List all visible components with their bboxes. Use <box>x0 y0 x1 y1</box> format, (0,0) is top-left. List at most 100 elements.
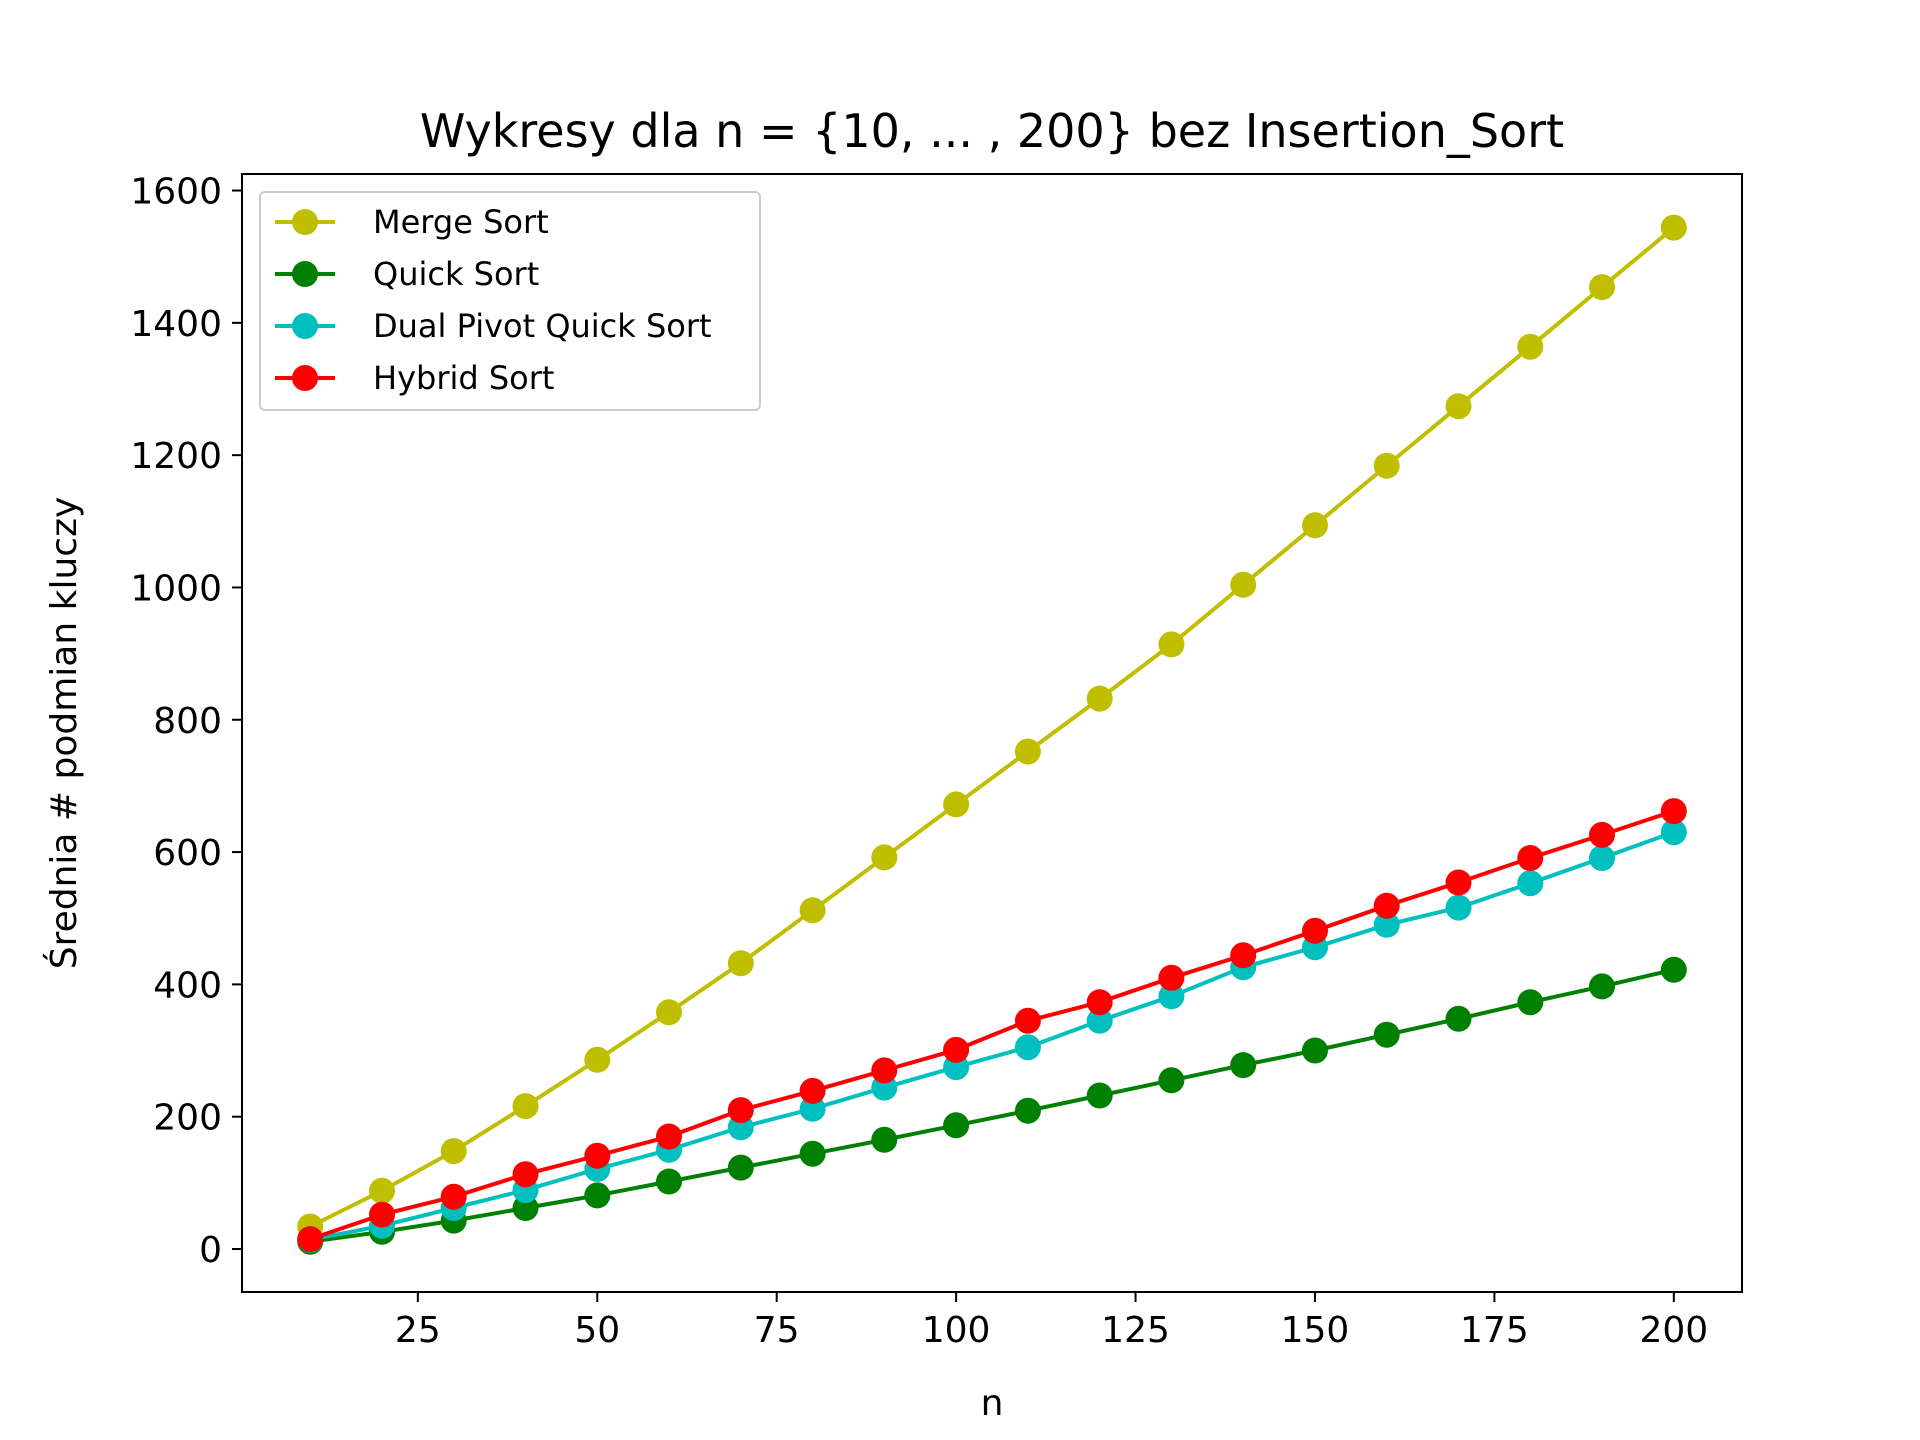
data-point <box>1302 1037 1328 1064</box>
chart-title: Wykresy dla n = {10, ... , 200} bez Inse… <box>420 104 1564 158</box>
data-point <box>1660 819 1687 846</box>
data-point <box>799 897 826 924</box>
legend-item: Quick Sort <box>275 255 539 293</box>
legend-box <box>259 191 761 411</box>
x-tick-label: 50 <box>574 1310 620 1351</box>
data-point <box>1014 1034 1041 1061</box>
data-point <box>512 1093 539 1120</box>
legend-marker <box>292 365 318 391</box>
data-point <box>943 791 970 818</box>
data-point <box>871 1126 898 1153</box>
data-point <box>1014 1097 1041 1124</box>
data-point <box>1302 917 1328 944</box>
data-point <box>656 1123 682 1150</box>
legend-label: Merge Sort <box>373 203 549 241</box>
data-point <box>584 1142 611 1169</box>
data-point <box>1589 845 1615 871</box>
data-point <box>1086 1082 1113 1109</box>
data-point <box>1230 942 1257 969</box>
data-point <box>440 1183 467 1210</box>
data-point <box>1086 685 1113 712</box>
data-point <box>799 1140 826 1167</box>
legend-item: Dual Pivot Quick Sort <box>275 307 712 345</box>
legend-label: Quick Sort <box>373 255 539 293</box>
data-point <box>1660 214 1687 241</box>
data-point <box>369 1201 395 1228</box>
y-tick-label: 1200 <box>130 436 222 477</box>
y-tick-label: 1400 <box>130 304 222 345</box>
data-point <box>727 1154 754 1181</box>
x-tick-label: 150 <box>1281 1310 1350 1351</box>
data-point <box>1517 333 1544 360</box>
legend-marker <box>292 209 318 235</box>
data-point <box>584 1046 611 1073</box>
legend-label: Hybrid Sort <box>373 359 554 397</box>
data-point <box>1517 989 1544 1016</box>
legend-label: Dual Pivot Quick Sort <box>373 307 712 345</box>
y-tick-label: 600 <box>153 833 222 874</box>
y-tick-label: 1600 <box>130 172 222 213</box>
data-point <box>1373 452 1400 479</box>
data-point <box>1589 274 1615 301</box>
y-tick-label: 800 <box>153 701 222 742</box>
data-point <box>1445 393 1472 420</box>
data-point <box>1158 983 1185 1010</box>
data-point <box>369 1177 395 1204</box>
data-point <box>1660 798 1687 825</box>
x-tick-label: 200 <box>1639 1310 1708 1351</box>
data-point <box>1230 571 1257 598</box>
axes-frame <box>241 173 1743 1293</box>
data-point <box>656 1168 682 1195</box>
data-point <box>512 1161 539 1188</box>
data-point <box>727 950 754 977</box>
data-point <box>1373 892 1400 919</box>
data-point <box>1589 973 1615 1000</box>
data-point <box>1158 1067 1185 1094</box>
legend-item: Merge Sort <box>275 203 549 241</box>
data-point <box>799 1077 826 1104</box>
data-point <box>1158 631 1185 658</box>
data-point <box>1086 1007 1113 1034</box>
data-point <box>656 999 682 1026</box>
legend: Merge Sort Quick Sort Dual Pivot Quick Sor… <box>259 191 761 411</box>
y-axis-label: Średnia # podmian kluczy <box>43 497 85 970</box>
x-tick-label: 175 <box>1460 1310 1529 1351</box>
data-point <box>1373 911 1400 938</box>
y-tick-label: 1000 <box>130 568 222 609</box>
data-point <box>871 1057 898 1084</box>
data-point <box>512 1195 539 1221</box>
data-point <box>1230 1052 1257 1079</box>
x-tick-label: 75 <box>754 1310 800 1351</box>
data-point <box>1445 894 1472 921</box>
data-point <box>1660 956 1687 983</box>
x-tick-label: 125 <box>1101 1310 1170 1351</box>
data-point <box>440 1138 467 1165</box>
data-point <box>1517 845 1544 871</box>
data-point <box>1589 821 1615 848</box>
x-axis-label: n <box>981 1383 1004 1424</box>
data-point <box>943 1036 970 1063</box>
x-tick-label: 25 <box>395 1310 441 1351</box>
data-point <box>1014 738 1041 765</box>
data-point <box>1014 1007 1041 1034</box>
legend-marker <box>292 313 318 339</box>
y-tick-label: 0 <box>199 1230 222 1271</box>
legend-item: Hybrid Sort <box>275 359 554 397</box>
series-3 <box>297 798 1687 1253</box>
data-point <box>1517 870 1544 897</box>
legend-marker <box>292 261 318 287</box>
data-point <box>1373 1021 1400 1048</box>
data-point <box>799 1095 826 1122</box>
data-point <box>1086 989 1113 1016</box>
data-point <box>1445 869 1472 896</box>
data-point <box>1158 964 1185 991</box>
series-line <box>309 226 1676 1229</box>
data-point <box>943 1112 970 1139</box>
data-point <box>871 844 898 871</box>
x-tick-label: 100 <box>922 1310 991 1351</box>
plot-area <box>297 214 1687 1255</box>
data-point <box>297 1226 324 1253</box>
y-tick-label: 400 <box>153 965 222 1006</box>
data-point <box>727 1097 754 1124</box>
